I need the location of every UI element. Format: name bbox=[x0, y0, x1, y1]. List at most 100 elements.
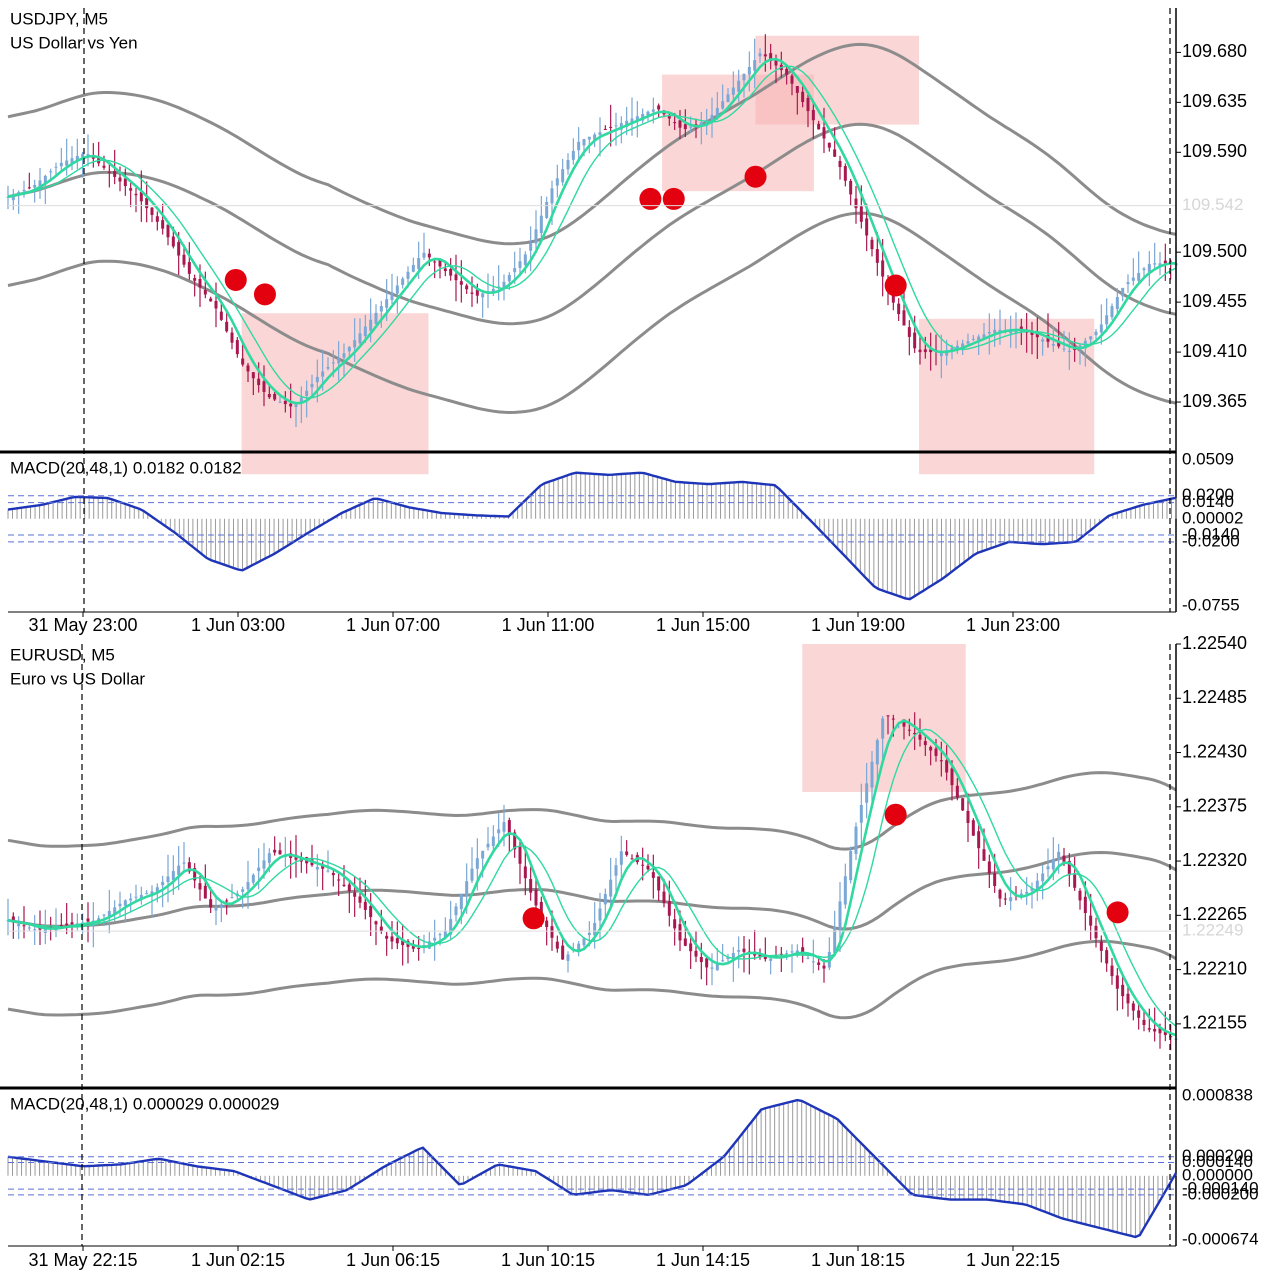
candle-body bbox=[1083, 896, 1087, 914]
candle-body bbox=[518, 846, 522, 864]
candle-body bbox=[939, 760, 943, 762]
macd-tick-label: -0.0755 bbox=[1182, 595, 1240, 614]
candle-body bbox=[897, 303, 901, 315]
y-tick-label: 109.680 bbox=[1182, 41, 1247, 61]
candle-body bbox=[315, 866, 319, 870]
candle-body bbox=[161, 881, 165, 886]
candle-body bbox=[881, 260, 885, 277]
ma-fast-line bbox=[7, 57, 1177, 405]
macd-tick-label: -0.0200 bbox=[1182, 531, 1240, 550]
candle-body bbox=[561, 169, 565, 183]
candle-body bbox=[769, 53, 773, 61]
candle-body bbox=[1067, 861, 1071, 876]
candle-body bbox=[225, 900, 229, 902]
candle-body bbox=[929, 349, 933, 353]
candle-body bbox=[102, 165, 106, 168]
candle-body bbox=[683, 938, 687, 946]
x-tick-label: 1 Jun 07:00 bbox=[346, 615, 440, 635]
candle-body bbox=[155, 887, 159, 892]
candle-body bbox=[630, 118, 634, 123]
candle-body bbox=[747, 66, 751, 75]
candle-body bbox=[513, 268, 517, 273]
candle-body bbox=[763, 955, 767, 960]
candle-body bbox=[395, 938, 399, 944]
macd-label: MACD(20,48,1) 0.000029 0.000029 bbox=[10, 1094, 279, 1113]
candle-body bbox=[721, 960, 725, 962]
candle-body bbox=[91, 156, 95, 159]
candle-body bbox=[337, 357, 341, 364]
macd-tick-label: 0.0200 bbox=[1182, 485, 1234, 504]
candle-body bbox=[971, 820, 975, 836]
x-tick-label: 1 Jun 14:15 bbox=[656, 1250, 750, 1270]
x-tick-label: 1 Jun 18:15 bbox=[811, 1250, 905, 1270]
ma-slow-line bbox=[7, 65, 1177, 399]
candle-body bbox=[609, 879, 613, 897]
candle-body bbox=[1110, 965, 1114, 977]
candle-body bbox=[849, 851, 853, 881]
y-tick-label: 109.410 bbox=[1182, 341, 1247, 361]
candle-body bbox=[1126, 282, 1130, 284]
candle-body bbox=[907, 729, 911, 731]
candle-body bbox=[1105, 315, 1109, 325]
y-tick-label: 109.365 bbox=[1182, 391, 1247, 411]
y-tick-label: 1.22430 bbox=[1182, 741, 1247, 761]
candle-body bbox=[1003, 898, 1007, 900]
candle-body bbox=[865, 218, 869, 236]
candle-body bbox=[1131, 1003, 1135, 1011]
candle-body bbox=[497, 829, 501, 834]
candle-body bbox=[961, 798, 965, 811]
candle-body bbox=[1131, 277, 1135, 281]
candle-body bbox=[1126, 993, 1130, 1004]
candle-body bbox=[470, 292, 474, 294]
candle-body bbox=[33, 184, 37, 188]
candle-body bbox=[859, 804, 863, 823]
candle-body bbox=[1163, 1030, 1167, 1036]
candle-body bbox=[598, 132, 602, 136]
candle-body bbox=[875, 740, 879, 765]
candle-body bbox=[1041, 339, 1045, 342]
usdjpy-panel[interactable]: 109.542 109.680 109.635 109.590 109.500 109.4… bbox=[0, 8, 1247, 635]
candle-body bbox=[593, 134, 597, 141]
candle-body bbox=[459, 281, 463, 285]
candle-body bbox=[1089, 336, 1093, 340]
candle-body bbox=[353, 892, 357, 897]
eurusd-panel[interactable]: 1.22249 1.22540 1.22485 1.22430 1.22375 1.223… bbox=[0, 633, 1259, 1270]
candle-body bbox=[849, 180, 853, 195]
candle-body bbox=[587, 932, 591, 936]
candle-body bbox=[694, 950, 698, 957]
candle-body bbox=[619, 851, 623, 865]
candle-body bbox=[262, 860, 266, 869]
candle-body bbox=[763, 54, 767, 57]
candle-body bbox=[342, 353, 346, 358]
candle-body bbox=[257, 378, 261, 386]
candle-body bbox=[118, 177, 122, 182]
candle-body bbox=[977, 831, 981, 849]
macd-signal-line bbox=[7, 471, 1177, 601]
current-price-label: 109.542 bbox=[1182, 195, 1243, 214]
candle-body bbox=[555, 941, 559, 949]
candle-body bbox=[182, 254, 186, 265]
x-tick-label: 1 Jun 23:00 bbox=[966, 615, 1060, 635]
signal-dot bbox=[253, 283, 276, 306]
candle-body bbox=[774, 58, 778, 66]
highlight-zone-0 bbox=[241, 313, 429, 475]
candle-body bbox=[822, 965, 826, 969]
candle-body bbox=[123, 900, 127, 906]
candle-body bbox=[1025, 891, 1029, 894]
candle-body bbox=[689, 126, 693, 128]
candle-body bbox=[534, 889, 538, 906]
candle-body bbox=[1147, 263, 1151, 272]
candle-body bbox=[950, 768, 954, 786]
band-line-2 bbox=[7, 211, 1177, 415]
band-line-0 bbox=[7, 42, 1177, 246]
candle-body bbox=[843, 166, 847, 181]
candle-body bbox=[422, 945, 426, 947]
candle-body bbox=[737, 80, 741, 92]
candle-body bbox=[993, 873, 997, 887]
candle-body bbox=[267, 853, 271, 863]
candle-body bbox=[827, 142, 831, 148]
candle-body bbox=[81, 153, 85, 158]
candle-body bbox=[726, 94, 730, 103]
candle-body bbox=[273, 849, 277, 853]
